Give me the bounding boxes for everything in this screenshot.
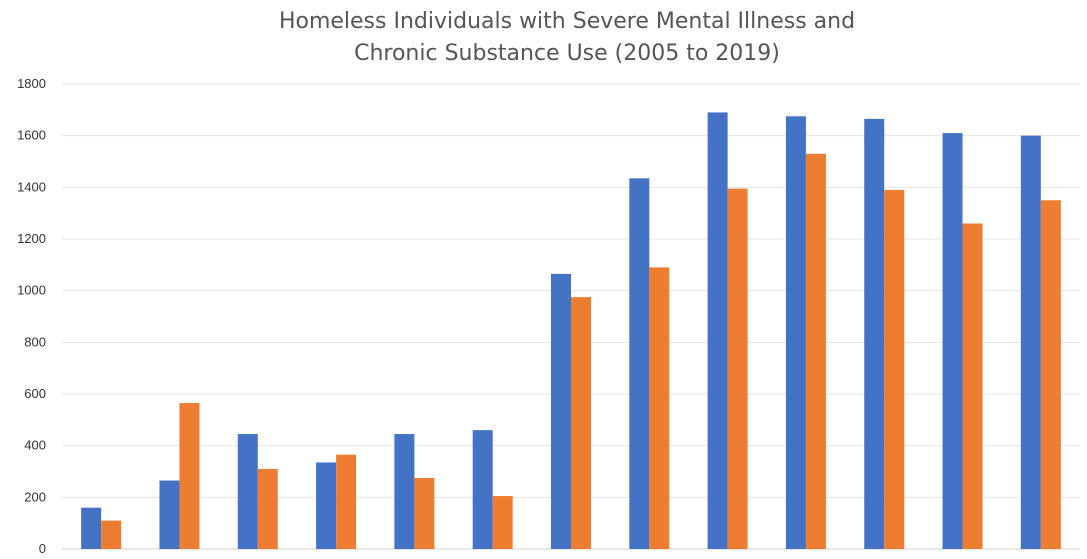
bar-series-1 [472, 430, 493, 549]
bar-series-2 [805, 153, 826, 549]
y-axis-ticks: 0 200 400 600 800 1000 1200 1400 1600 1800 [17, 76, 46, 556]
y-tick-label: 1800 [17, 76, 46, 91]
bar-series-2 [571, 297, 591, 549]
bar-series-1 [159, 480, 180, 549]
y-tick-label: 1400 [17, 179, 46, 194]
bar-series-2 [336, 454, 357, 549]
bar-series-1 [81, 507, 102, 549]
bar-series-1 [551, 273, 571, 549]
y-tick-label: 1600 [17, 128, 46, 143]
bar-series-2 [727, 188, 748, 549]
bar-series-1 [394, 434, 415, 549]
y-tick-label: 200 [24, 489, 46, 504]
bar-series-2 [101, 520, 122, 549]
bars [81, 112, 1061, 550]
bar-series-1 [1020, 135, 1041, 549]
bar-series-2 [179, 403, 200, 549]
y-tick-label: 0 [39, 541, 46, 554]
bar-series-1 [629, 178, 650, 549]
bar-series-1 [707, 112, 728, 550]
bar-series-2 [1040, 200, 1061, 549]
bar-series-1 [864, 118, 885, 549]
y-tick-label: 1000 [17, 283, 46, 298]
y-tick-label: 1200 [17, 231, 46, 246]
y-tick-label: 600 [24, 386, 46, 401]
bar-series-1 [942, 133, 963, 550]
bar-series-2 [492, 496, 513, 549]
y-tick-label: 800 [24, 334, 46, 349]
chart-title-line-2: Chronic Substance Use (2005 to 2019) [354, 41, 780, 66]
bar-series-2 [414, 477, 435, 549]
bar-series-1 [237, 434, 258, 549]
bar-series-2 [884, 189, 905, 549]
bar-series-1 [316, 462, 337, 549]
bar-series-1 [785, 116, 806, 550]
y-tick-label: 400 [24, 438, 46, 453]
bar-series-2 [257, 468, 278, 549]
bar-series-2 [649, 267, 670, 549]
chart-title-line-1: Homeless Individuals with Severe Mental … [279, 9, 855, 34]
bar-series-2 [962, 223, 983, 549]
